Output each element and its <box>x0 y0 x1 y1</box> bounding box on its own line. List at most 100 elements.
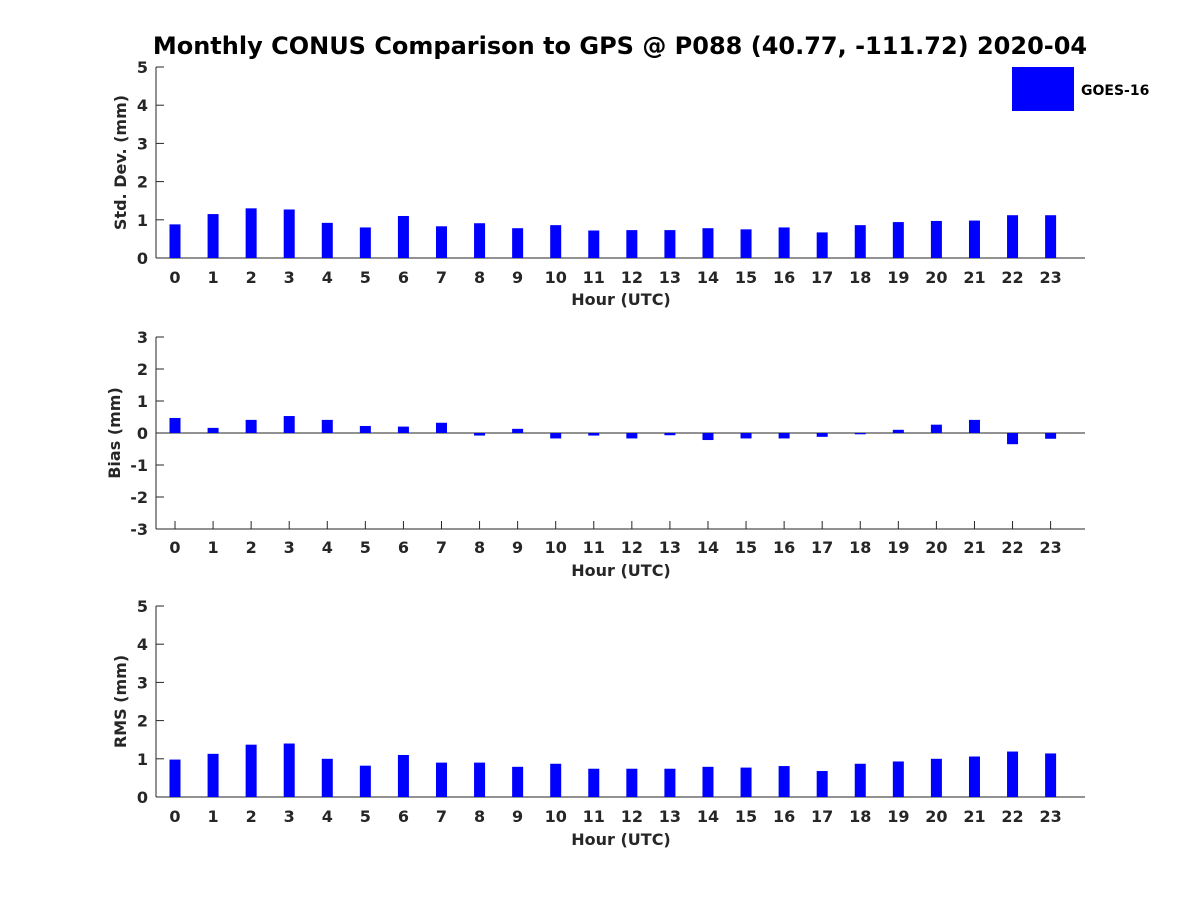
x-tick-label: 18 <box>849 807 871 826</box>
bar-hour-19 <box>892 429 904 433</box>
x-tick-label: 2 <box>246 538 257 557</box>
x-tick-label: 20 <box>925 268 947 287</box>
x-tick-label: 9 <box>512 268 523 287</box>
x-tick-label: 21 <box>963 538 985 557</box>
y-tick-label: -3 <box>130 520 148 539</box>
x-tick-label: 7 <box>436 807 447 826</box>
bar-hour-16 <box>778 766 790 797</box>
x-tick-label: 20 <box>925 807 947 826</box>
x-tick-label: 11 <box>583 268 605 287</box>
y-tick-label: -1 <box>130 456 148 475</box>
x-tick-label: 1 <box>207 268 218 287</box>
x-tick-label: 18 <box>849 538 871 557</box>
bar-hour-15 <box>740 229 752 258</box>
x-tick-label: 8 <box>474 538 485 557</box>
bar-hour-13 <box>664 768 676 797</box>
y-tick-label: 2 <box>137 360 148 379</box>
bar-hour-2 <box>245 744 257 797</box>
bar-hour-18 <box>854 433 866 435</box>
bar-hour-12 <box>626 768 638 797</box>
x-tick-label: 19 <box>887 807 909 826</box>
bar-hour-20 <box>930 758 942 797</box>
legend-label-goes-16: GOES-16 <box>1081 83 1149 99</box>
bar-hour-1 <box>207 753 219 797</box>
x-tick-label: 14 <box>697 807 719 826</box>
bar-hour-8 <box>474 223 486 258</box>
y-axis-label: RMS (mm) <box>111 655 130 748</box>
x-tick-label: 5 <box>360 538 371 557</box>
y-tick-label: 4 <box>137 635 148 654</box>
bar-hour-9 <box>512 428 524 433</box>
bar-hour-11 <box>588 230 600 258</box>
bar-hour-20 <box>930 220 942 258</box>
x-tick-label: 14 <box>697 268 719 287</box>
x-tick-label: 12 <box>621 538 643 557</box>
x-tick-label: 23 <box>1039 538 1061 557</box>
x-tick-label: 17 <box>811 807 833 826</box>
x-tick-label: 2 <box>246 807 257 826</box>
bar-hour-9 <box>512 766 524 797</box>
bar-hour-21 <box>968 756 980 797</box>
y-tick-label: 0 <box>137 424 148 443</box>
x-tick-label: 6 <box>398 807 409 826</box>
bar-hour-12 <box>626 433 638 439</box>
bar-hour-14 <box>702 433 714 441</box>
bar-hour-15 <box>740 433 752 439</box>
bar-hour-22 <box>1007 751 1019 797</box>
x-tick-label: 11 <box>583 538 605 557</box>
y-tick-label: 0 <box>137 788 148 807</box>
y-tick-label: 1 <box>137 211 148 230</box>
bar-hour-8 <box>474 433 486 436</box>
y-tick-label: 3 <box>137 134 148 153</box>
x-tick-label: 16 <box>773 268 795 287</box>
bar-hour-3 <box>283 743 295 797</box>
x-tick-label: 23 <box>1039 807 1061 826</box>
bar-hour-19 <box>892 761 904 797</box>
x-tick-label: 13 <box>659 268 681 287</box>
bar-hour-15 <box>740 767 752 797</box>
bar-hour-5 <box>359 765 371 797</box>
bar-hour-7 <box>435 762 447 797</box>
bar-hour-21 <box>968 220 980 258</box>
x-tick-label: 21 <box>963 807 985 826</box>
x-tick-label: 23 <box>1039 268 1061 287</box>
bar-hour-13 <box>664 433 676 436</box>
bar-hour-0 <box>169 224 181 258</box>
legend: GOES-16 <box>1012 67 1149 111</box>
bar-hour-17 <box>816 433 828 437</box>
x-tick-label: 10 <box>545 268 567 287</box>
bar-hour-13 <box>664 230 676 258</box>
x-tick-label: 15 <box>735 268 757 287</box>
x-tick-label: 6 <box>398 538 409 557</box>
x-tick-label: 9 <box>512 807 523 826</box>
bar-hour-11 <box>588 768 600 797</box>
bar-hour-18 <box>854 225 866 258</box>
x-axis-label: Hour (UTC) <box>571 290 671 309</box>
y-tick-label: 2 <box>137 712 148 731</box>
x-tick-label: 18 <box>849 268 871 287</box>
bar-hour-2 <box>245 208 257 258</box>
bar-hour-23 <box>1045 215 1057 258</box>
bar-hour-21 <box>968 419 980 433</box>
x-tick-label: 22 <box>1001 268 1023 287</box>
x-tick-label: 0 <box>169 268 180 287</box>
y-tick-label: 1 <box>137 392 148 411</box>
x-tick-label: 0 <box>169 807 180 826</box>
bar-hour-17 <box>816 771 828 797</box>
x-tick-label: 9 <box>512 538 523 557</box>
bar-hour-20 <box>930 424 942 433</box>
x-tick-label: 3 <box>284 268 295 287</box>
bar-hour-23 <box>1045 433 1057 439</box>
bar-hour-12 <box>626 230 638 258</box>
y-tick-label: 3 <box>137 673 148 692</box>
bar-hour-17 <box>816 232 828 258</box>
x-tick-label: 8 <box>474 807 485 826</box>
bar-hour-1 <box>207 214 219 258</box>
bar-hour-0 <box>169 417 181 433</box>
x-tick-label: 4 <box>322 538 333 557</box>
legend-swatch-goes-16 <box>1012 67 1074 111</box>
